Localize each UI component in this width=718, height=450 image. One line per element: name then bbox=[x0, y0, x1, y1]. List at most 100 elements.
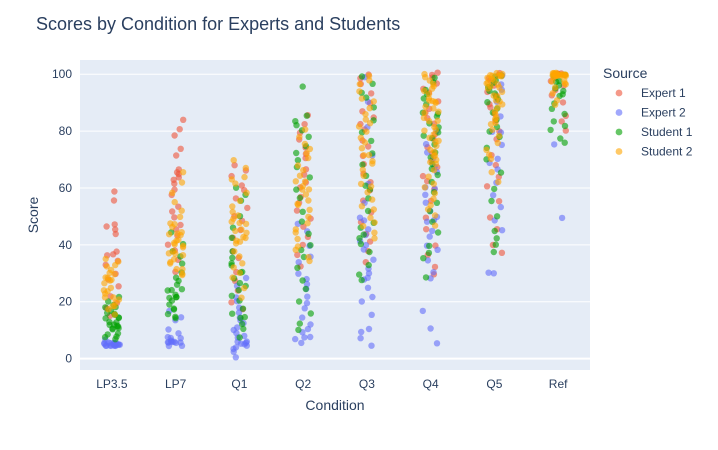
data-points bbox=[100, 69, 570, 361]
data-point bbox=[164, 310, 172, 318]
data-point bbox=[166, 301, 173, 308]
data-point bbox=[498, 249, 506, 256]
data-point bbox=[241, 173, 248, 181]
legend-title: Source bbox=[603, 65, 648, 81]
data-point bbox=[357, 240, 365, 248]
data-point bbox=[239, 305, 247, 312]
data-point bbox=[422, 140, 430, 148]
data-point bbox=[171, 214, 178, 221]
data-point bbox=[434, 171, 441, 179]
data-point bbox=[229, 203, 236, 210]
data-point bbox=[292, 229, 299, 236]
data-point bbox=[483, 146, 490, 153]
data-point bbox=[292, 335, 299, 343]
data-point bbox=[243, 342, 250, 349]
data-point bbox=[243, 189, 250, 196]
data-point bbox=[241, 284, 248, 292]
data-point bbox=[230, 348, 237, 355]
data-point bbox=[307, 310, 314, 317]
data-point bbox=[422, 274, 430, 281]
data-point bbox=[487, 104, 494, 111]
data-point bbox=[426, 118, 433, 125]
data-point bbox=[357, 180, 365, 188]
data-point bbox=[420, 114, 428, 122]
data-point bbox=[304, 293, 311, 300]
data-point bbox=[420, 95, 427, 102]
y-tick-label: 80 bbox=[59, 124, 73, 138]
data-point bbox=[294, 157, 302, 164]
x-tick-label: Ref bbox=[549, 377, 568, 391]
data-point bbox=[236, 269, 244, 276]
data-point bbox=[300, 167, 307, 174]
data-point bbox=[303, 280, 311, 288]
data-point bbox=[369, 293, 376, 301]
data-point bbox=[296, 194, 304, 202]
data-point bbox=[431, 263, 439, 271]
data-point bbox=[365, 325, 373, 333]
data-point bbox=[420, 255, 427, 262]
data-point bbox=[231, 162, 238, 169]
data-point bbox=[303, 299, 311, 307]
data-point bbox=[301, 334, 308, 341]
data-point bbox=[293, 122, 300, 129]
data-point bbox=[485, 269, 492, 276]
data-point bbox=[430, 105, 437, 112]
data-point bbox=[300, 253, 308, 261]
data-point bbox=[371, 219, 378, 226]
data-point bbox=[165, 339, 172, 346]
data-point bbox=[307, 333, 314, 341]
data-point bbox=[369, 196, 376, 203]
data-point bbox=[237, 340, 245, 347]
data-point bbox=[360, 152, 367, 159]
data-point bbox=[173, 152, 180, 159]
data-point bbox=[562, 81, 569, 88]
data-point bbox=[368, 90, 375, 97]
data-point bbox=[490, 248, 497, 256]
data-point bbox=[239, 260, 246, 267]
data-point bbox=[293, 186, 300, 193]
data-point bbox=[488, 197, 495, 205]
data-point bbox=[110, 251, 117, 258]
data-point bbox=[497, 203, 504, 211]
data-point bbox=[230, 264, 237, 271]
data-point bbox=[430, 195, 437, 202]
data-point bbox=[111, 311, 119, 318]
y-tick-labels: 0 20 40 60 80 100 bbox=[52, 67, 72, 365]
data-point bbox=[371, 235, 378, 242]
data-point bbox=[108, 276, 115, 284]
data-point bbox=[178, 286, 186, 293]
data-point bbox=[236, 334, 243, 341]
data-point bbox=[301, 121, 308, 128]
data-point bbox=[179, 252, 187, 259]
data-point bbox=[490, 192, 497, 199]
data-point bbox=[176, 126, 183, 133]
data-point bbox=[173, 265, 180, 273]
data-point bbox=[236, 279, 244, 287]
data-point bbox=[295, 259, 302, 266]
data-point bbox=[487, 155, 495, 163]
data-point bbox=[431, 212, 439, 219]
data-point bbox=[358, 298, 365, 305]
data-point bbox=[488, 169, 495, 176]
data-point bbox=[429, 227, 436, 235]
data-point bbox=[360, 172, 367, 179]
data-point bbox=[424, 206, 432, 213]
data-point bbox=[171, 132, 178, 139]
data-point bbox=[366, 248, 373, 256]
data-point bbox=[356, 88, 363, 95]
data-point bbox=[358, 145, 366, 152]
data-point bbox=[557, 135, 564, 142]
data-point bbox=[558, 214, 566, 222]
data-point bbox=[300, 223, 307, 230]
x-tick-label: Q3 bbox=[359, 377, 375, 391]
data-point bbox=[105, 306, 112, 313]
data-point bbox=[355, 123, 363, 130]
legend-label: Student 1 bbox=[641, 125, 693, 139]
data-point bbox=[166, 231, 173, 238]
data-point bbox=[169, 189, 176, 196]
data-point bbox=[294, 251, 301, 259]
data-point bbox=[236, 253, 243, 260]
data-point bbox=[294, 235, 301, 243]
data-point bbox=[228, 299, 235, 306]
legend-items: Expert 1 Expert 2 Student 1 Student 2 bbox=[615, 86, 693, 159]
